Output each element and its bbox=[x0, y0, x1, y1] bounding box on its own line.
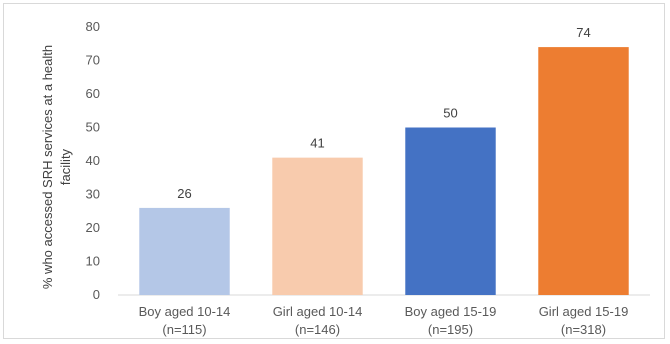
data-label: 74 bbox=[576, 25, 590, 40]
y-tick-label: 20 bbox=[86, 220, 100, 235]
y-tick-label: 0 bbox=[93, 287, 100, 302]
category-label: Girl aged 10-14 bbox=[273, 304, 363, 319]
category-sublabel: (n=195) bbox=[428, 322, 473, 337]
y-tick-label: 40 bbox=[86, 153, 100, 168]
category-label: Girl aged 15-19 bbox=[539, 304, 629, 319]
y-axis-label: % who accessed SRH services at a health f… bbox=[40, 45, 73, 289]
category-label: Boy aged 10-14 bbox=[139, 304, 231, 319]
data-label: 50 bbox=[443, 106, 457, 121]
data-label: 41 bbox=[310, 136, 324, 151]
y-tick-label: 50 bbox=[86, 120, 100, 135]
category-sublabel: (n=146) bbox=[295, 322, 340, 337]
bar bbox=[538, 47, 629, 295]
bar bbox=[272, 157, 363, 295]
y-tick-label: 10 bbox=[86, 254, 100, 269]
y-tick-label: 30 bbox=[86, 187, 100, 202]
bar bbox=[405, 127, 496, 295]
category-sublabel: (n=318) bbox=[561, 322, 606, 337]
data-label: 26 bbox=[177, 186, 191, 201]
y-tick-label: 60 bbox=[86, 86, 100, 101]
y-tick-label: 80 bbox=[86, 19, 100, 34]
category-label: Boy aged 15-19 bbox=[405, 304, 497, 319]
category-sublabel: (n=115) bbox=[162, 322, 206, 337]
y-axis-label-line: facility bbox=[58, 148, 73, 185]
bar bbox=[139, 207, 230, 295]
y-tick-label: 70 bbox=[86, 53, 100, 68]
y-axis-label-line: % who accessed SRH services at a health bbox=[40, 45, 55, 289]
